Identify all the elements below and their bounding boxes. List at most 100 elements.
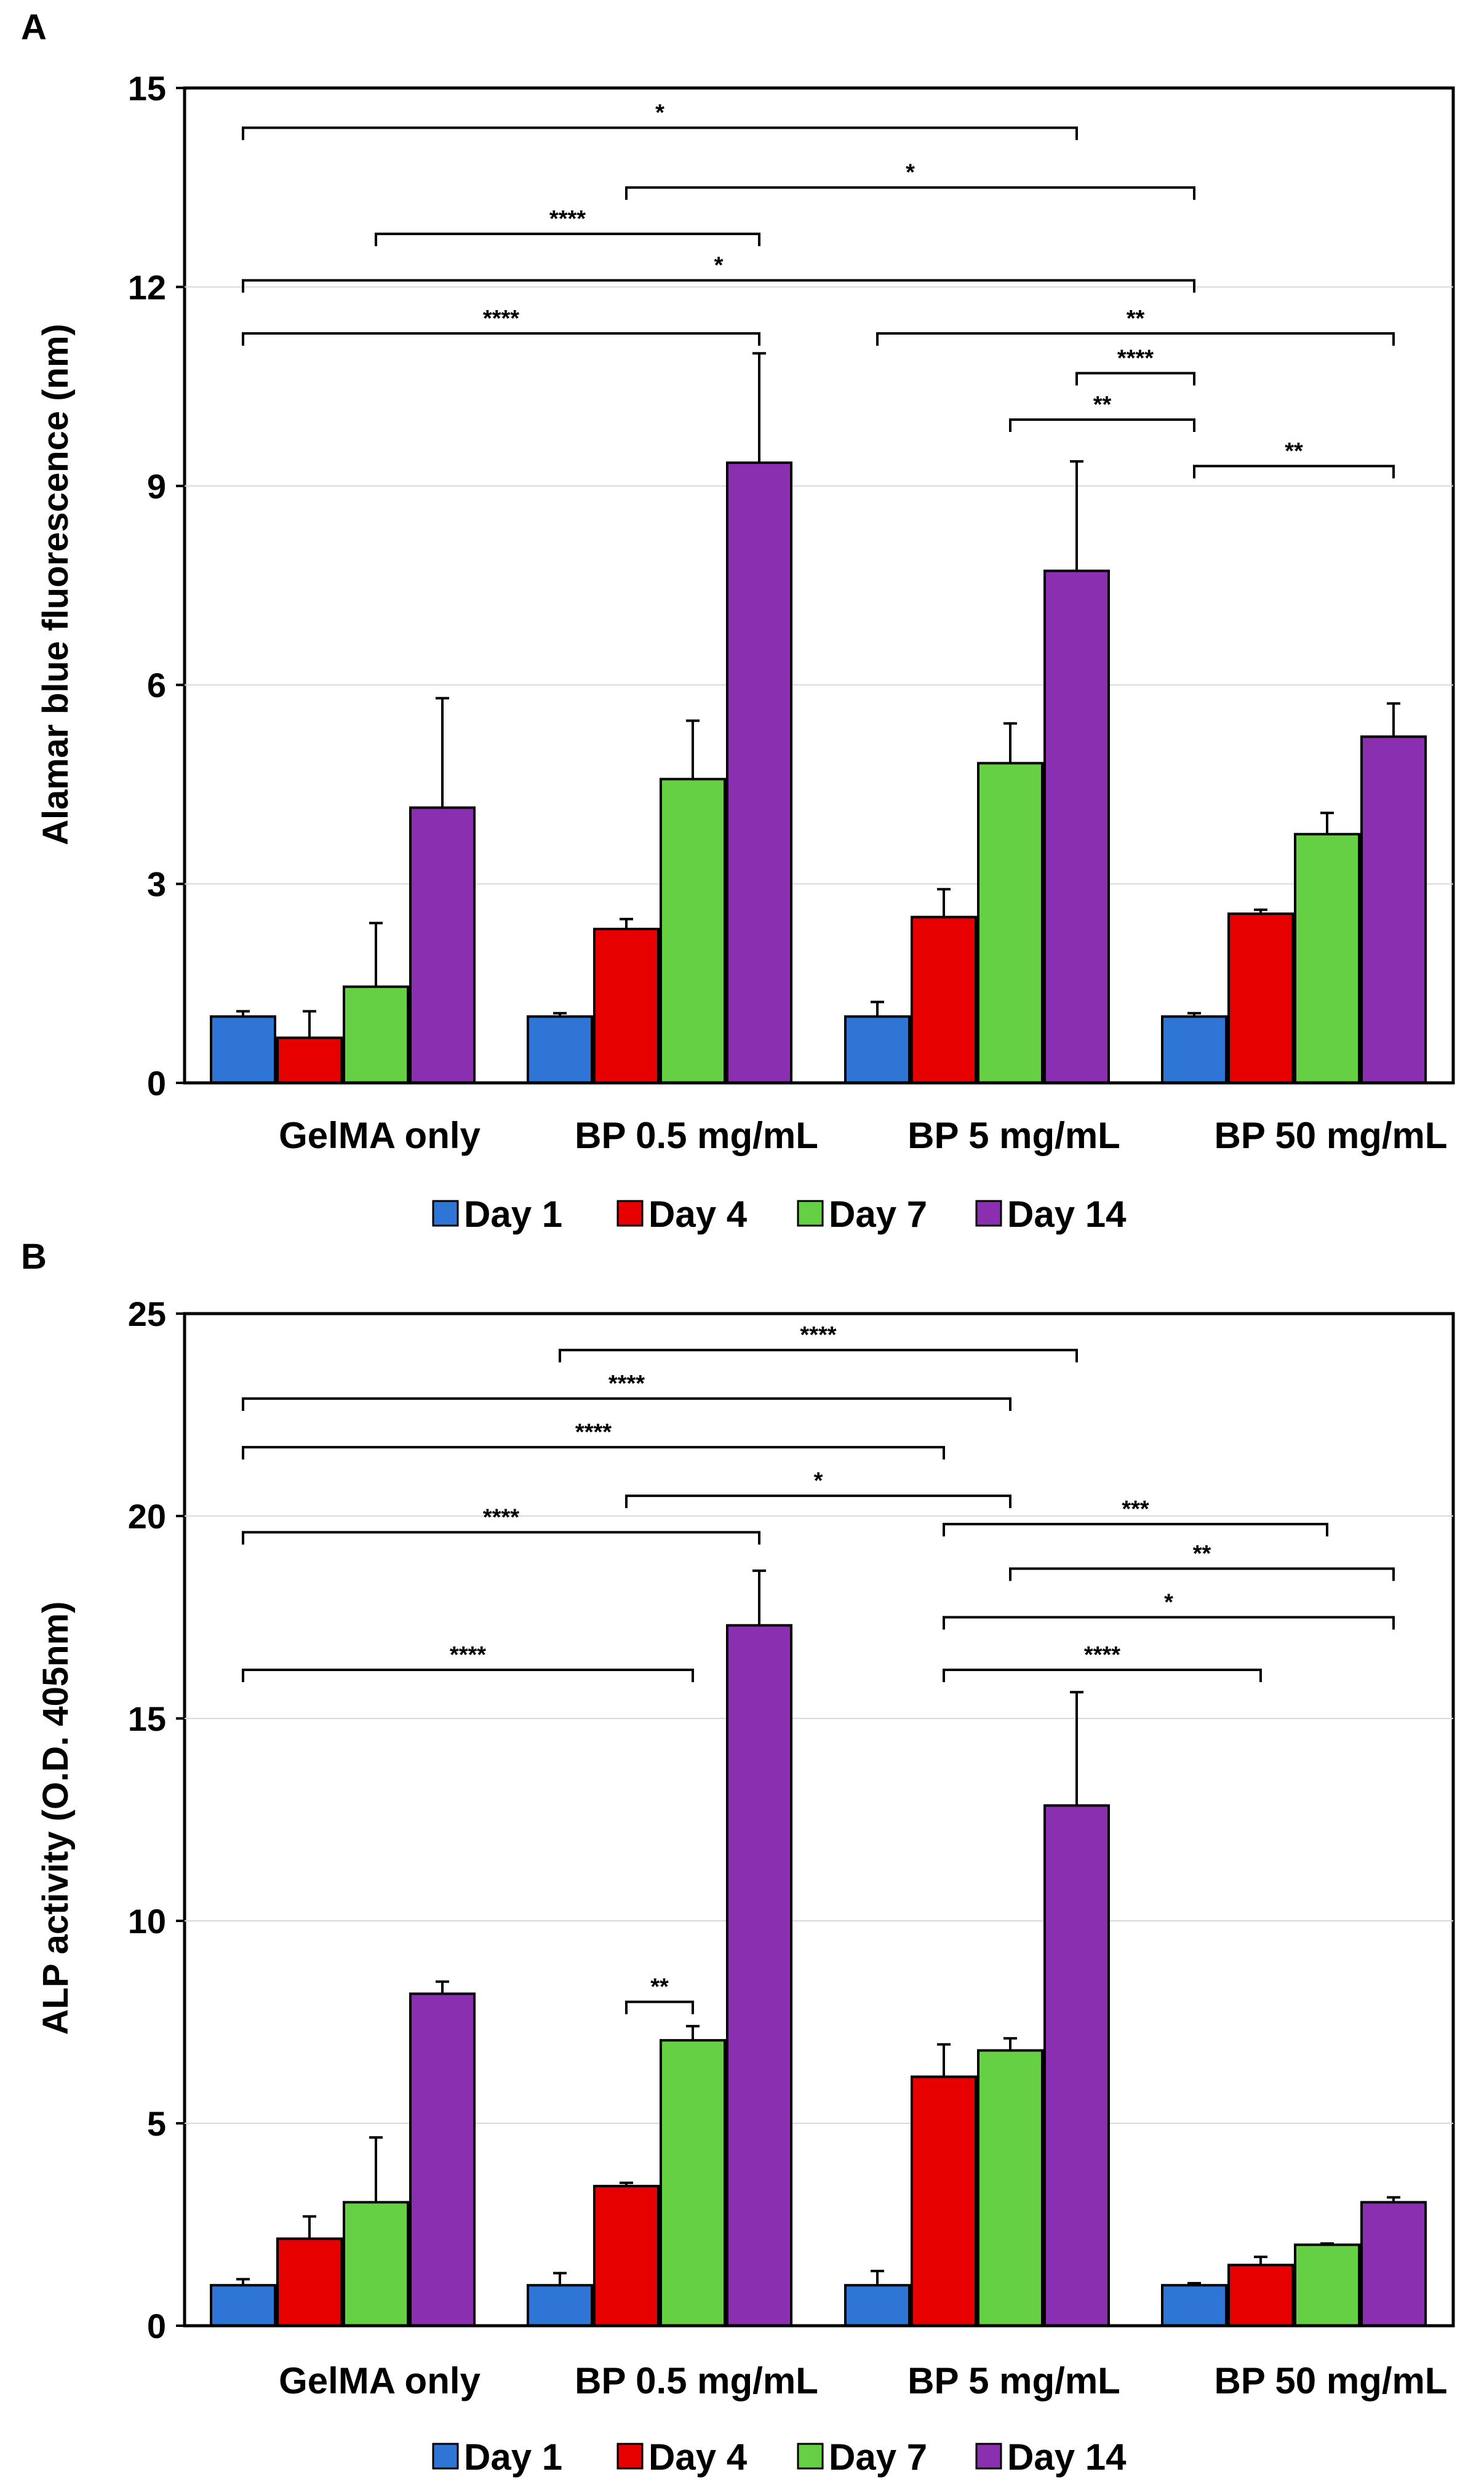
panel-b-plot-frame	[183, 1312, 1455, 2328]
panel-a-bar-day4-3	[1227, 912, 1294, 1084]
panel-b-bar-day1-0	[210, 2284, 276, 2327]
panel-b-significance-label: ***	[1122, 1496, 1149, 1522]
panel-a-significance-label: ****	[1117, 346, 1154, 372]
panel-a-significance-label: **	[1285, 438, 1303, 464]
panel-b-chart: 0 5 10 15 20 25 GelMA only BP 0.5 mg/mL BP 5 mg/…	[128, 1295, 1453, 2401]
panel-a-significance-bracket	[242, 126, 1078, 140]
panel-b-significance-bracket	[625, 2000, 694, 2014]
legend-b-day7-label: Day 7	[829, 2436, 927, 2478]
panel-a-significance-bracket	[1009, 418, 1195, 432]
panel-b-y-tick-label: 20	[128, 1497, 166, 1536]
panel-b-y-tick-label: 25	[128, 1295, 166, 1333]
panel-b-significance-label: ****	[483, 1504, 519, 1530]
panel-b-significance-bracket	[242, 1397, 1011, 1411]
panel-a-significance-bracket	[375, 233, 760, 247]
panel-a-bar-day7-3	[1294, 832, 1360, 1084]
legend-b-day7-swatch	[797, 2443, 824, 2470]
panel-a-significance-label: ****	[549, 206, 586, 232]
panel-a-bar-day1-2	[844, 1015, 911, 1084]
panel-a-significance-bracket	[242, 279, 1195, 293]
panel-a-significance-label: *	[906, 160, 915, 186]
panel-a-significance-label: **	[1127, 306, 1145, 332]
panel-b-letter: B	[21, 1237, 47, 1277]
legend-b-day4-swatch	[616, 2443, 644, 2470]
panel-a-chart: 0 3 6 9 12 15 GelMA only BP 0.5 mg/mL BP 5 mg/mL…	[128, 69, 1453, 1156]
legend-a-day1-swatch	[432, 1200, 459, 1227]
panel-a-bar-day7-0	[343, 985, 409, 1084]
panel-b-bar-day1-3	[1161, 2284, 1227, 2327]
panel-b-significance-bracket	[943, 1616, 1395, 1630]
panel-b-bar-day14-2	[1043, 1804, 1110, 2327]
panel-b-y-tick-label: 5	[147, 2104, 166, 2143]
panel-a-y-tick-label: 9	[147, 467, 166, 506]
legend-a-day14-label: Day 14	[1007, 1194, 1127, 1235]
panel-b-y-axis-label: ALP activity (O.D. 405nm)	[36, 1602, 76, 2035]
panel-a-category-label: GelMA only	[279, 1115, 481, 1156]
panel-a-y-tick-label: 12	[128, 268, 166, 306]
panel-a-significance-label: ****	[483, 306, 519, 332]
panel-b-significance-label: ****	[1084, 1642, 1120, 1668]
panel-a-significance-label: *	[655, 100, 664, 126]
panel-b-bar-day7-0	[343, 2201, 409, 2328]
panel-b-significance-bracket	[1009, 1567, 1395, 1581]
panel-b-bar-day1-1	[527, 2284, 593, 2327]
legend-a-day1-label: Day 1	[464, 1194, 562, 1235]
panel-b-bar-day14-1	[726, 1624, 792, 2327]
panel-a-significance-bracket	[625, 186, 1195, 200]
legend-b-day1-swatch	[432, 2443, 459, 2470]
panel-a-significance-label: *	[714, 253, 724, 279]
panel-b-y-tick-label: 15	[128, 1699, 166, 1738]
panel-b-significance-bracket	[943, 1523, 1328, 1537]
panel-b-bar-day4-2	[911, 2075, 977, 2328]
legend-a-day7-swatch	[797, 1200, 824, 1227]
panel-b-category-label: GelMA only	[279, 2360, 481, 2401]
panel-b-bar-day7-3	[1294, 2243, 1360, 2327]
panel-b-category-label: BP 5 mg/mL	[908, 2360, 1120, 2401]
panel-b-significance-bracket	[943, 1669, 1262, 1683]
panel-a-legend: Day 1 Day 4 Day 7 Day 14	[432, 1194, 1127, 1235]
panel-a-y-tick-label: 6	[147, 666, 166, 704]
panel-a-category-label: BP 50 mg/mL	[1214, 1115, 1447, 1156]
panel-b-bar-day4-1	[593, 2184, 660, 2327]
panel-b-significance-label: *	[814, 1468, 823, 1494]
legend-a-day7-label: Day 7	[829, 1194, 927, 1235]
legend-b-day1-label: Day 1	[464, 2436, 562, 2478]
panel-b-significance-label: ****	[608, 1371, 645, 1397]
legend-b-day14-swatch	[975, 2443, 1002, 2470]
panel-b-bar-day14-3	[1360, 2201, 1427, 2328]
panel-b-significance-label: **	[650, 1974, 669, 2000]
panel-a-category-label: BP 5 mg/mL	[908, 1115, 1120, 1156]
panel-a-bar-day4-2	[911, 916, 977, 1084]
panel-b-significance-bracket	[242, 1669, 694, 1683]
panel-b-category-label: BP 50 mg/mL	[1214, 2360, 1447, 2401]
panel-a-bar-day1-3	[1161, 1015, 1227, 1084]
panel-b-significance-bracket	[559, 1349, 1078, 1363]
panel-a-bar-day7-1	[660, 778, 726, 1084]
panel-a-significance-bracket	[1193, 465, 1395, 479]
panel-b-y-tick-label: 10	[128, 1902, 166, 1941]
panel-b-bar-day4-3	[1227, 2264, 1294, 2328]
panel-a-significance-bracket	[876, 332, 1395, 346]
panel-a-y-tick-label: 0	[147, 1064, 166, 1103]
panel-b-y-tick-label: 0	[147, 2307, 166, 2345]
panel-a-bar-day4-1	[593, 927, 660, 1085]
panel-b-significance-label: **	[1193, 1541, 1211, 1567]
panel-a-bar-day1-1	[527, 1015, 593, 1084]
panel-b-bar-day7-1	[660, 2039, 726, 2328]
panel-a-category-label: BP 0.5 mg/mL	[575, 1115, 818, 1156]
panel-a-significance-label: **	[1093, 392, 1112, 418]
panel-b-bar-day4-0	[276, 2237, 343, 2328]
panel-b-significance-label: ****	[800, 1322, 836, 1348]
panel-a-significance-bracket	[242, 332, 760, 346]
panel-a-bar-day4-0	[276, 1036, 343, 1085]
legend-a-day4-swatch	[616, 1200, 644, 1227]
panel-a-bar-day14-1	[726, 461, 792, 1084]
panel-b-category-label: BP 0.5 mg/mL	[575, 2360, 818, 2401]
panel-b-significance-bracket	[242, 1531, 760, 1545]
legend-a-day14-swatch	[975, 1200, 1002, 1227]
panel-b-bar-day14-0	[409, 1992, 476, 2327]
panel-a-y-tick-label: 15	[128, 69, 166, 108]
panel-b-bar-day7-2	[977, 2049, 1043, 2328]
panel-b-legend: Day 1 Day 4 Day 7 Day 14	[432, 2436, 1127, 2478]
